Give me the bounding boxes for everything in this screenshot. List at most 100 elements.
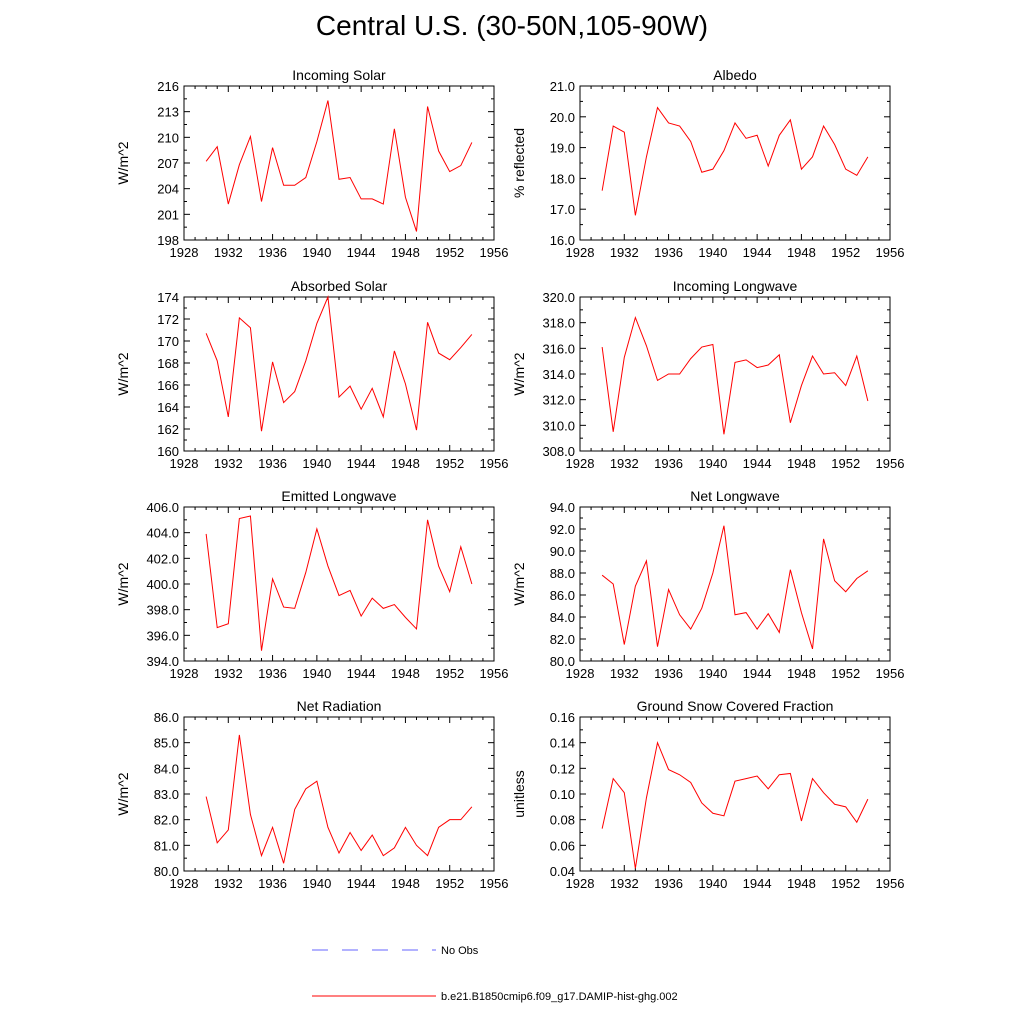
y-tick-label: 310.0 xyxy=(542,418,575,433)
panel-title: Net Radiation xyxy=(297,698,382,714)
x-tick-label: 1948 xyxy=(787,666,816,681)
x-tick-label: 1944 xyxy=(743,245,772,260)
chart-panel-6: Net Radiation W/m^2 1928 1932 1936 1940 1944 19… xyxy=(115,698,508,891)
x-tick-label: 1932 xyxy=(214,666,243,681)
x-tick-label: 1952 xyxy=(831,876,860,891)
y-axis-label: W/m^2 xyxy=(115,352,131,395)
y-tick-label: 85.0 xyxy=(154,736,179,751)
x-tick-label: 1940 xyxy=(302,876,331,891)
x-tick-label: 1952 xyxy=(435,876,464,891)
plot-frame xyxy=(183,506,495,662)
y-tick-label: 213 xyxy=(157,105,179,120)
y-axis-label: W/m^2 xyxy=(511,352,527,395)
series-line-0 xyxy=(205,515,473,651)
x-tick-label: 1952 xyxy=(435,456,464,471)
x-tick-label: 1936 xyxy=(258,245,287,260)
y-tick-label: 83.0 xyxy=(154,787,179,802)
y-axis-label: W/m^2 xyxy=(115,772,131,815)
y-tick-label: 400.0 xyxy=(146,577,179,592)
x-tick-label: 1944 xyxy=(743,456,772,471)
y-tick-label: 174 xyxy=(157,290,179,305)
y-tick-label: 84.0 xyxy=(550,610,575,625)
y-tick-label: 0.16 xyxy=(550,710,575,725)
y-axis-label: unitless xyxy=(511,770,527,817)
chart-panel-4: Emitted Longwave W/m^2 1928 1932 1936 1940 194… xyxy=(115,488,508,681)
x-tick-label: 1952 xyxy=(435,666,464,681)
x-tick-label: 1952 xyxy=(435,245,464,260)
x-tick-label: 1936 xyxy=(654,456,683,471)
x-tick-label: 1952 xyxy=(831,456,860,471)
y-tick-label: 308.0 xyxy=(542,444,575,459)
y-tick-label: 80.0 xyxy=(154,864,179,879)
panel-title: Incoming Longwave xyxy=(673,278,798,294)
y-tick-label: 398.0 xyxy=(146,603,179,618)
legend-label-model: b.e21.B1850cmip6.f09_g17.DAMIP-hist-ghg.… xyxy=(441,991,678,1003)
y-tick-label: 201 xyxy=(157,207,179,222)
x-tick-label: 1928 xyxy=(566,245,595,260)
y-tick-label: 86.0 xyxy=(154,710,179,725)
x-tick-label: 1932 xyxy=(214,876,243,891)
chart-panel-2: Absorbed Solar W/m^2 1928 1932 1936 1940 1944 1… xyxy=(115,278,508,471)
y-tick-label: 168 xyxy=(157,356,179,371)
x-tick-label: 1936 xyxy=(654,666,683,681)
x-tick-label: 1940 xyxy=(302,456,331,471)
x-tick-label: 1948 xyxy=(391,876,420,891)
series-line-0 xyxy=(601,525,869,650)
plot-frame xyxy=(579,716,891,872)
series-line-0 xyxy=(205,295,473,432)
x-tick-label: 1948 xyxy=(391,245,420,260)
x-tick-label: 1928 xyxy=(170,456,199,471)
y-tick-label: 198 xyxy=(157,233,179,248)
chart-panel-5: Net Longwave W/m^2 1928 1932 1936 1940 1944 194… xyxy=(511,488,904,681)
y-tick-label: 207 xyxy=(157,156,179,171)
x-tick-label: 1932 xyxy=(214,456,243,471)
x-tick-label: 1940 xyxy=(698,666,727,681)
y-tick-label: 318.0 xyxy=(542,316,575,331)
panel-title: Incoming Solar xyxy=(292,67,386,83)
panel-title: Albedo xyxy=(713,67,757,83)
x-tick-label: 1956 xyxy=(876,245,905,260)
x-tick-label: 1956 xyxy=(876,666,905,681)
y-tick-label: 164 xyxy=(157,400,179,415)
x-tick-label: 1940 xyxy=(302,245,331,260)
x-tick-label: 1944 xyxy=(347,666,376,681)
y-tick-label: 19.0 xyxy=(550,141,575,156)
y-tick-label: 316.0 xyxy=(542,341,575,356)
x-tick-label: 1948 xyxy=(787,456,816,471)
x-tick-label: 1940 xyxy=(698,456,727,471)
y-tick-label: 92.0 xyxy=(550,522,575,537)
y-tick-label: 172 xyxy=(157,312,179,327)
y-axis-label: W/m^2 xyxy=(511,562,527,605)
y-tick-label: 396.0 xyxy=(146,628,179,643)
legend: No Obs b.e21.B1850cmip6.f09_g17.DAMIP-hi… xyxy=(312,945,678,1003)
y-tick-label: 18.0 xyxy=(550,171,575,186)
y-tick-label: 402.0 xyxy=(146,551,179,566)
y-axis-label: W/m^2 xyxy=(115,141,131,184)
x-tick-label: 1932 xyxy=(610,245,639,260)
x-tick-label: 1928 xyxy=(170,876,199,891)
y-tick-label: 90.0 xyxy=(550,544,575,559)
y-tick-label: 88.0 xyxy=(550,566,575,581)
plot-frame xyxy=(183,85,495,241)
x-tick-label: 1948 xyxy=(391,456,420,471)
x-tick-label: 1940 xyxy=(698,245,727,260)
x-tick-label: 1956 xyxy=(876,876,905,891)
plot-frame xyxy=(183,716,495,872)
series-line-0 xyxy=(601,740,869,869)
panel-title: Ground Snow Covered Fraction xyxy=(637,698,834,714)
y-tick-label: 86.0 xyxy=(550,588,575,603)
x-tick-label: 1928 xyxy=(170,666,199,681)
x-tick-label: 1956 xyxy=(480,245,509,260)
x-tick-label: 1928 xyxy=(170,245,199,260)
y-tick-label: 0.04 xyxy=(550,864,575,879)
x-tick-label: 1928 xyxy=(566,666,595,681)
x-tick-label: 1932 xyxy=(610,456,639,471)
x-tick-label: 1932 xyxy=(610,876,639,891)
y-tick-label: 210 xyxy=(157,130,179,145)
y-tick-label: 21.0 xyxy=(550,79,575,94)
y-tick-label: 0.12 xyxy=(550,761,575,776)
y-tick-label: 312.0 xyxy=(542,393,575,408)
x-tick-label: 1952 xyxy=(831,245,860,260)
figure-title: Central U.S. (30-50N,105-90W) xyxy=(315,10,709,41)
